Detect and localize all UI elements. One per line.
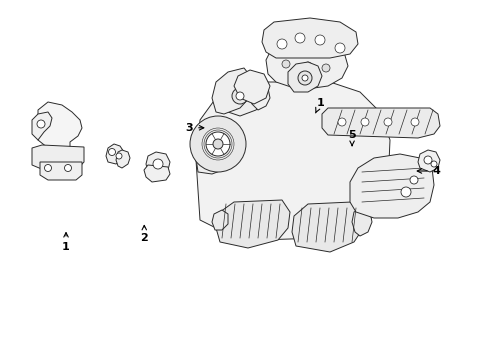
Polygon shape [262,18,357,58]
Polygon shape [116,150,130,168]
Polygon shape [349,154,433,218]
Text: 1: 1 [315,98,324,113]
Circle shape [37,120,45,128]
Polygon shape [38,102,82,164]
Text: 4: 4 [416,166,440,176]
Polygon shape [196,128,240,174]
Polygon shape [351,208,371,236]
Circle shape [153,159,163,169]
Text: 3: 3 [185,123,203,133]
Polygon shape [287,62,321,92]
Polygon shape [321,108,439,138]
Circle shape [360,118,368,126]
Polygon shape [32,112,52,140]
Polygon shape [218,76,264,116]
Text: 1: 1 [62,233,70,252]
Circle shape [334,43,345,53]
Circle shape [337,118,346,126]
Text: 5: 5 [347,130,355,146]
Circle shape [231,88,247,104]
Circle shape [410,118,418,126]
Circle shape [400,187,410,197]
Text: 2: 2 [140,225,148,243]
Circle shape [409,176,417,184]
Circle shape [190,116,245,172]
Circle shape [205,132,229,156]
Polygon shape [32,145,84,170]
Polygon shape [291,202,361,252]
Circle shape [64,165,71,171]
Polygon shape [265,38,347,90]
Polygon shape [212,68,251,114]
Polygon shape [417,150,439,172]
Circle shape [304,62,311,70]
Polygon shape [106,144,124,164]
Circle shape [321,64,329,72]
Polygon shape [216,200,289,248]
Circle shape [423,156,431,164]
Circle shape [302,75,307,81]
Circle shape [116,153,122,159]
Circle shape [294,33,305,43]
Circle shape [276,39,286,49]
Circle shape [44,165,51,171]
Polygon shape [143,165,170,182]
Circle shape [314,35,325,45]
Circle shape [213,139,223,149]
Polygon shape [234,70,269,104]
Polygon shape [196,82,389,240]
Circle shape [282,60,289,68]
Circle shape [383,118,391,126]
Polygon shape [247,84,269,110]
Polygon shape [40,162,82,180]
Circle shape [236,92,244,100]
Circle shape [108,149,115,156]
Circle shape [430,161,436,167]
Circle shape [297,71,311,85]
Polygon shape [146,152,170,175]
Polygon shape [212,210,227,230]
